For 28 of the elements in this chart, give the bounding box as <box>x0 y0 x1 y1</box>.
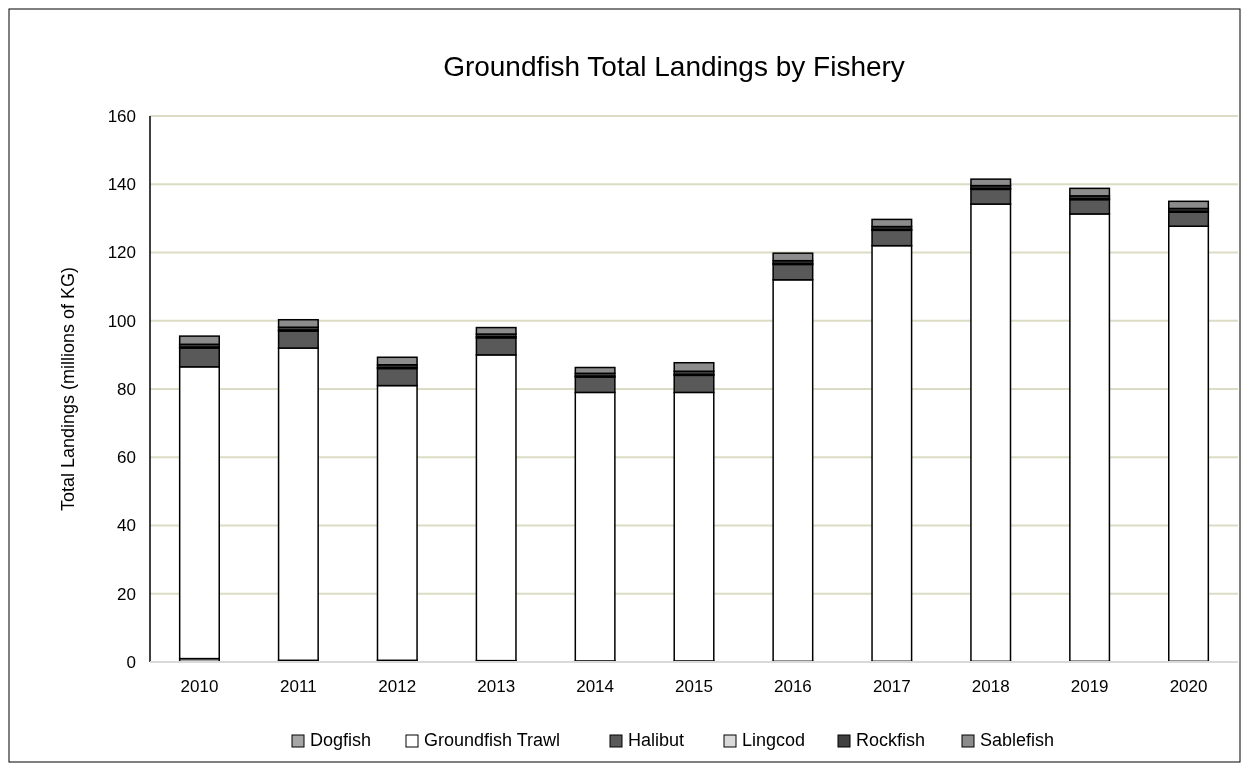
x-tick-label: 2013 <box>477 677 516 696</box>
y-axis-title: Total Landings (millions of KG) <box>58 266 78 512</box>
x-tick-label: 2011 <box>280 677 317 696</box>
y-tick-label: 60 <box>117 448 136 468</box>
legend-label: Rockfish <box>856 730 926 750</box>
y-tick-label: 100 <box>107 311 136 331</box>
x-tick-label: 2018 <box>971 677 1010 696</box>
x-tick-label: 2016 <box>774 677 812 696</box>
legend-label: Lingcod <box>742 730 806 750</box>
x-tick-label: 2019 <box>1070 677 1109 696</box>
x-tick-label: 2014 <box>576 677 614 696</box>
x-tick-label: 2010 <box>180 677 219 696</box>
x-tick-label: 2015 <box>675 677 713 696</box>
y-tick-label: 80 <box>117 379 136 399</box>
chart-title: Groundfish Total Landings by Fishery <box>443 51 905 82</box>
y-tick-label: 120 <box>107 243 136 263</box>
legend-label: Sablefish <box>980 730 1055 750</box>
x-tick-label: 2012 <box>378 677 417 696</box>
y-tick-label: 160 <box>107 106 136 126</box>
legend-label: Dogfish <box>310 730 372 750</box>
y-tick-label: 140 <box>107 175 136 195</box>
legend-label: Groundfish Trawl <box>424 730 561 750</box>
legend-label: Halibut <box>628 730 685 750</box>
y-tick-label: 0 <box>126 652 136 672</box>
y-tick-label: 40 <box>117 516 136 536</box>
x-tick-label: 2017 <box>872 677 911 696</box>
x-tick-label: 2020 <box>1169 677 1208 696</box>
y-tick-label: 20 <box>117 584 136 604</box>
